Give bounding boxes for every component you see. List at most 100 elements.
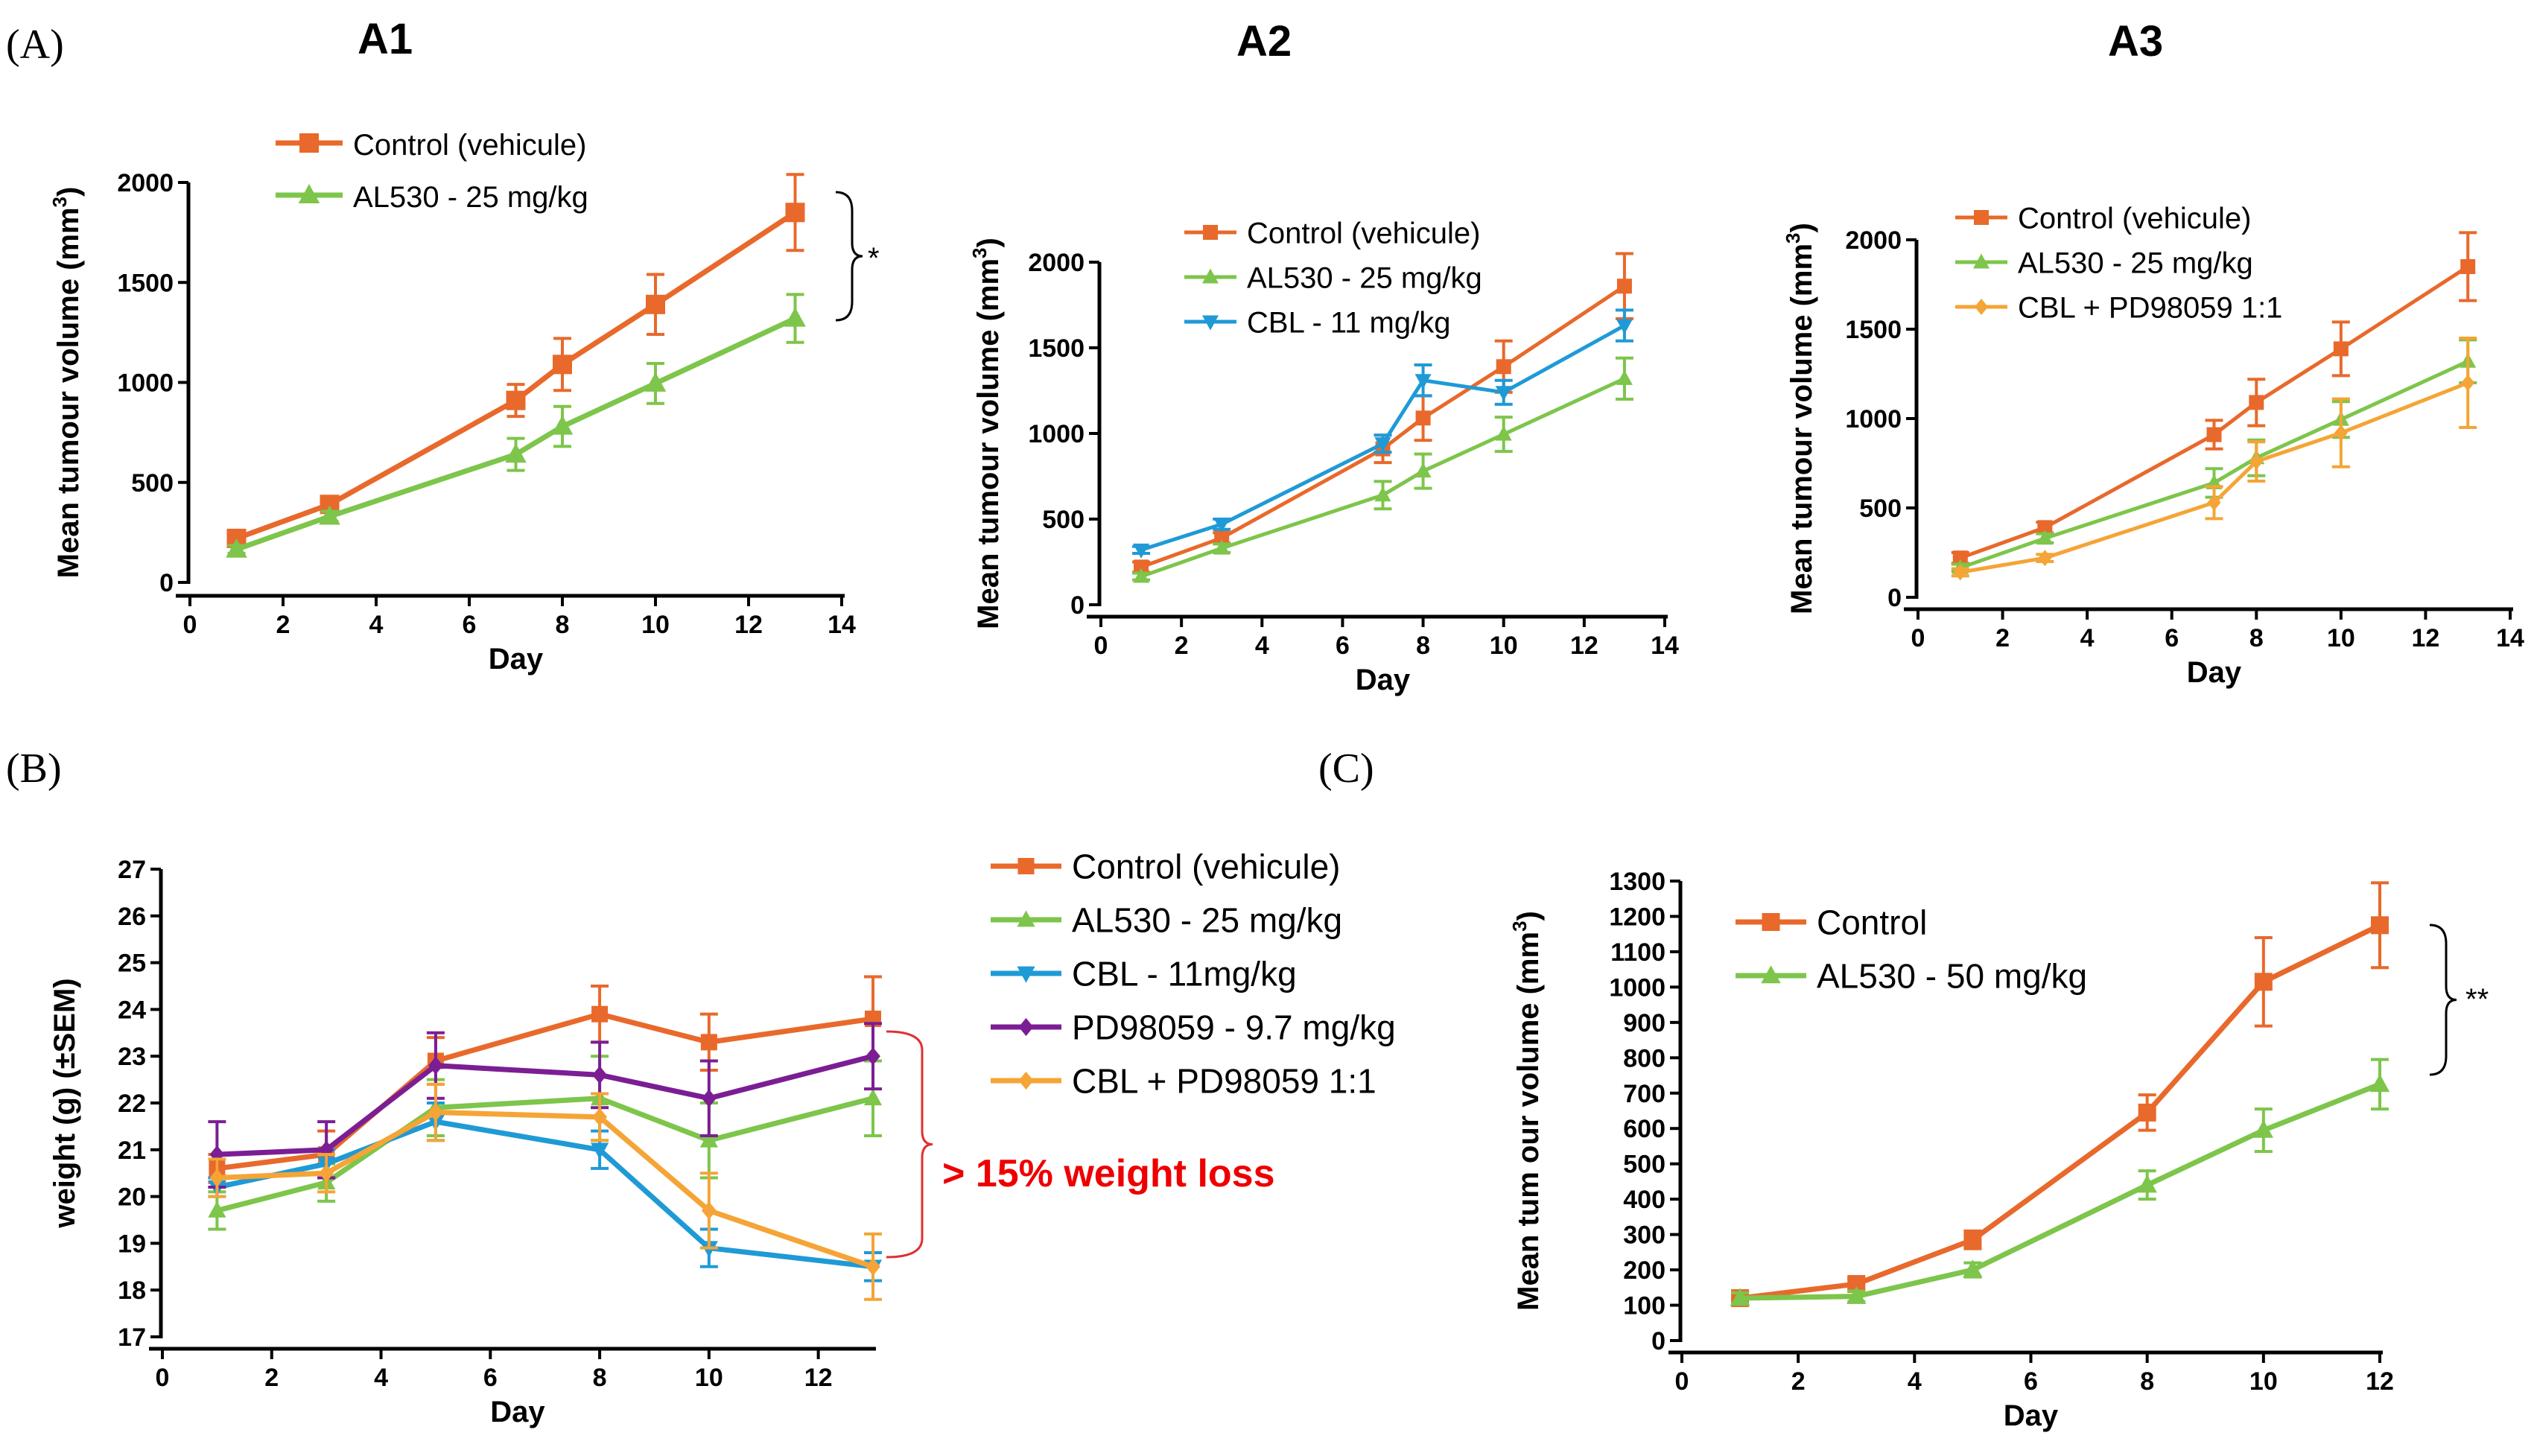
x-axis-label: Day <box>1356 664 1411 696</box>
y-axis-label-close: ) <box>1512 911 1545 921</box>
series-line <box>216 1096 874 1213</box>
x-tick-label: 2 <box>264 1364 279 1392</box>
y-tick-label: 500 <box>1859 495 1902 523</box>
data-point <box>2207 494 2221 511</box>
data-point <box>1496 359 1511 375</box>
data-point <box>208 1201 226 1218</box>
data-point <box>551 415 574 435</box>
data-point <box>2371 916 2389 935</box>
x-tick-label: 0 <box>156 1364 170 1392</box>
x-tick-label: 12 <box>804 1364 833 1392</box>
y-tick-label: 100 <box>1623 1292 1665 1320</box>
y-tick-label: 1300 <box>1609 868 1665 896</box>
data-point <box>2369 1074 2390 1093</box>
data-point <box>785 203 805 223</box>
x-tick-label: 12 <box>2412 624 2440 652</box>
series-2 <box>1951 337 2477 581</box>
y-axis-label: weight (g) (±SEM) <box>48 978 81 1228</box>
y-axis-label-close: ) <box>52 187 85 197</box>
legend-marker <box>1974 210 1989 225</box>
series-line <box>216 1119 874 1270</box>
series-line <box>217 1110 874 1270</box>
x-tick-label: 0 <box>183 611 197 639</box>
series-0 <box>1951 231 2477 566</box>
data-point <box>1213 539 1231 555</box>
subplot-title-a3: A3 <box>2108 17 2163 66</box>
series-line <box>1140 323 1626 552</box>
x-tick-label: 14 <box>2496 624 2524 652</box>
series-2 <box>1132 308 1633 559</box>
data-point <box>866 1257 880 1276</box>
series-4 <box>208 1082 882 1301</box>
y-axis-label: Mean tumour volume (mm3) <box>968 238 1005 629</box>
x-tick-label: 2 <box>1791 1367 1806 1396</box>
y-tick-label: 22 <box>118 1090 146 1118</box>
data-point <box>1214 530 1230 546</box>
chart-a3: 0 500 1000 1500 2000 0 2 4 6 8 10 12 14 Day Mean tumou… <box>1782 202 2524 689</box>
data-point <box>1213 518 1231 533</box>
panel-label-b: (B) <box>6 746 62 792</box>
data-point <box>1616 369 1633 385</box>
data-point <box>2038 550 2052 567</box>
legend-label: Control <box>1817 903 1927 942</box>
data-point <box>1616 279 1632 294</box>
legend-label: CBL + PD98059 1:1 <box>2018 291 2282 324</box>
series-0 <box>1731 881 2389 1308</box>
y-tick-label: 1000 <box>1609 973 1665 1002</box>
series-3 <box>208 1022 882 1189</box>
x-tick-label: 6 <box>1336 632 1350 660</box>
data-point <box>1133 568 1150 583</box>
y-tick-label: 18 <box>118 1277 146 1305</box>
y-tick-label: 0 <box>1887 584 1902 612</box>
y-tick-label: 300 <box>1623 1221 1665 1250</box>
data-point <box>700 1034 717 1051</box>
legend-label: AL530 - 50 mg/kg <box>1817 957 2087 996</box>
data-point <box>2036 530 2054 545</box>
y-tick-label: 0 <box>1651 1327 1665 1355</box>
x-tick-label: 8 <box>2249 624 2264 652</box>
x-tick-label: 14 <box>1651 632 1679 660</box>
data-point <box>2460 259 2476 274</box>
x-tick-label: 10 <box>2249 1367 2278 1396</box>
y-axis-label-close: ) <box>1785 223 1818 232</box>
legend-marker <box>1017 910 1035 927</box>
chart-a1: 0 500 1000 1500 2000 0 2 4 6 8 10 12 14 Day Mean tumou… <box>48 129 856 675</box>
y-tick-label: 800 <box>1623 1044 1665 1072</box>
legend-label: PD98059 - 9.7 mg/kg <box>1072 1008 1396 1047</box>
data-point <box>506 390 526 410</box>
legend-marker <box>1203 225 1218 240</box>
subplot-title-a2: A2 <box>1236 17 1292 66</box>
series-line <box>1960 381 2469 574</box>
data-point <box>784 307 806 327</box>
legend-marker <box>1973 253 1990 269</box>
legend-label: AL530 - 25 mg/kg <box>353 181 588 214</box>
x-tick-label: 2 <box>1995 624 2010 652</box>
x-tick-label: 8 <box>556 611 570 639</box>
data-point <box>701 1089 717 1107</box>
data-point <box>1134 559 1149 575</box>
x-tick-label: 10 <box>695 1364 723 1392</box>
y-axis-label-sup: 3 <box>968 248 991 258</box>
series-1 <box>1132 356 1633 583</box>
x-tick-label: 4 <box>1908 1367 1922 1396</box>
data-point <box>209 1169 225 1187</box>
data-point <box>2253 1119 2274 1138</box>
y-tick-label: 400 <box>1623 1186 1665 1214</box>
y-tick-label: 24 <box>118 996 146 1024</box>
series-line <box>1739 923 2381 1301</box>
legend-marker <box>1018 1017 1034 1037</box>
legend-label: Control (vehicule) <box>1247 217 1480 249</box>
data-point <box>1374 486 1391 502</box>
x-tick-label: 0 <box>1911 624 1925 652</box>
data-point <box>226 538 247 558</box>
y-tick-label: 200 <box>1623 1256 1665 1285</box>
x-tick-label: 6 <box>2165 624 2179 652</box>
y-tick-label: 25 <box>118 950 146 978</box>
y-tick-label: 27 <box>118 856 146 884</box>
data-point <box>1953 564 1967 581</box>
y-tick-label: 2000 <box>117 169 174 197</box>
x-axis-label: Day <box>490 1396 545 1428</box>
legend-marker <box>1017 858 1035 874</box>
data-point <box>591 1005 609 1023</box>
